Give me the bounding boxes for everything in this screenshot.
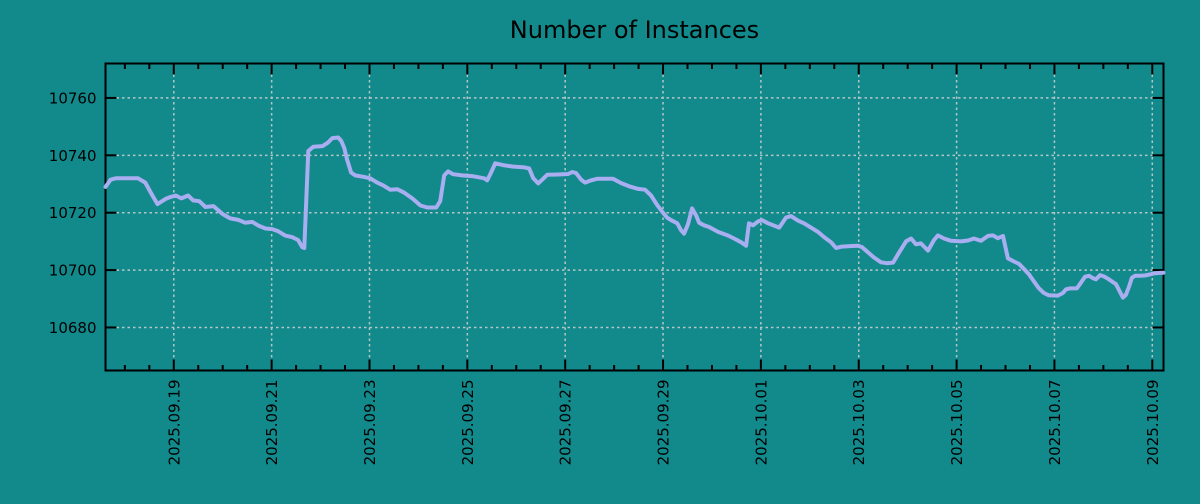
series-line — [103, 135, 1166, 300]
y-tick-label: 10760 — [49, 89, 97, 107]
x-tick-label: 2025.09.25 — [459, 380, 477, 466]
x-tick-label: 2025.10.07 — [1046, 380, 1064, 466]
x-tick-label: 2025.09.27 — [557, 380, 575, 466]
x-tick-label: 2025.09.21 — [263, 380, 281, 466]
y-tick-label: 10700 — [49, 262, 97, 280]
x-tick-label: 2025.09.19 — [165, 380, 183, 466]
x-tick-label: 2025.10.05 — [948, 380, 966, 466]
y-tick-label: 10720 — [49, 204, 97, 222]
x-tick-label: 2025.10.09 — [1144, 380, 1162, 466]
x-tick-label: 2025.10.01 — [752, 380, 770, 466]
y-tick-label: 10680 — [49, 319, 97, 337]
chart-title: Number of Instances — [510, 16, 759, 44]
x-tick-label: 2025.10.03 — [850, 380, 868, 466]
x-tick-label: 2025.09.23 — [361, 380, 379, 466]
x-tick-label: 2025.09.29 — [655, 380, 673, 466]
y-tick-label: 10740 — [49, 147, 97, 165]
plot-border — [104, 62, 1165, 372]
